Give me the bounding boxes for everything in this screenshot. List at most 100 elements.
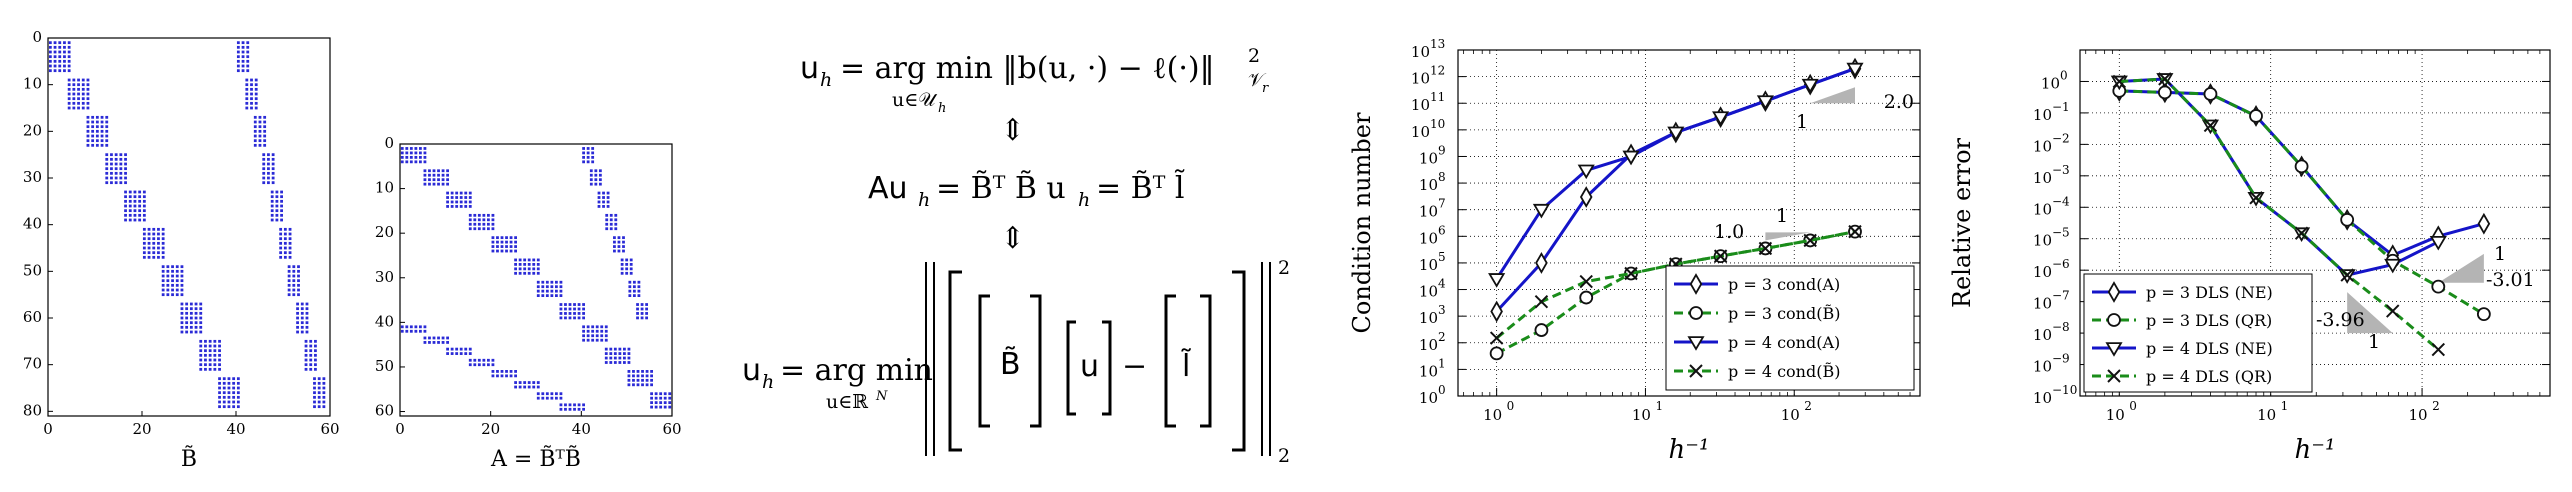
y-tick-exponent: 5 <box>1438 250 1446 264</box>
marker-triangle <box>2105 342 2123 357</box>
arrow-1: ⇕ <box>1000 113 1025 148</box>
spy-caption: A = B̃ᵀB̃ <box>490 446 581 472</box>
spy-y-tick-label: 0 <box>384 134 394 152</box>
y-tick-label: 10 <box>2033 200 2052 218</box>
y-tick-label: 10 <box>1419 309 1438 327</box>
legend-item-2: p = 3 cond(B̃) <box>1674 304 1840 323</box>
eq1-sub-r: r <box>1262 81 1269 96</box>
eq1-sub: 𝒱 <box>1248 69 1267 91</box>
marker-x <box>1624 266 1638 281</box>
marker-triangle <box>1488 273 1506 288</box>
marker-x <box>2107 369 2121 383</box>
eq3-under: u∈ℝ <box>826 391 868 413</box>
eq3-op: = arg min <box>780 353 933 388</box>
y-tick-exponent: 3 <box>1438 303 1446 317</box>
eq2-rhs: = B̃ᵀ B̃ u <box>936 171 1066 206</box>
eq3-lhs: u <box>742 353 761 388</box>
marker-circle <box>2294 159 2309 174</box>
spy-x-tick-label: 0 <box>43 420 53 438</box>
equation-least-squares: u h = arg min u∈ℝ N B̃ u − l̃ <box>742 257 1290 467</box>
marker-triangle <box>1667 126 1685 142</box>
marker-circle <box>2431 279 2446 294</box>
legend-item-1: p = 3 cond(A) <box>1674 273 1840 295</box>
y-tick-exponent: 12 <box>1430 64 1445 78</box>
x-axis-label: h⁻¹ <box>1669 435 1710 465</box>
series-line <box>2119 77 2440 351</box>
relative-error-chart: 10 0 10 1 10 2 10 −10 10 −9 10 −8 10 −7 10 −6 10 −5 10 −4 10… <box>1940 0 2572 488</box>
slope-annotation: 1 <box>2368 331 2380 353</box>
eq2-lhs-sub: h <box>918 189 930 211</box>
legend-label: p = 4 DLS (NE) <box>2146 339 2273 358</box>
spy-y-tick-label: 30 <box>375 268 394 286</box>
y-tick-label: 10 <box>1419 362 1438 380</box>
series-4 <box>1489 224 1862 345</box>
series-4 <box>2112 72 2446 357</box>
y-tick-label: 10 <box>1419 149 1438 167</box>
y-tick-exponent: 13 <box>1430 37 1445 51</box>
x-tick-label: 10 <box>1483 406 1502 424</box>
legend-label: p = 4 cond(B̃) <box>1728 362 1840 381</box>
y-tick-label: 10 <box>1419 256 1438 274</box>
marker-x <box>2158 72 2172 86</box>
y-tick-label: 10 <box>2033 106 2052 124</box>
y-tick-exponent: 6 <box>1438 223 1446 237</box>
y-tick-label: 10 <box>2041 74 2060 92</box>
y-tick-exponent: −2 <box>2052 131 2070 145</box>
y-tick-label: 10 <box>1419 229 1438 247</box>
marker-diamond <box>2107 281 2121 303</box>
marker-triangle <box>2384 258 2402 274</box>
marker-x <box>1848 224 1862 239</box>
y-tick-label: 10 <box>1411 96 1430 114</box>
y-tick-exponent: 9 <box>1438 143 1446 157</box>
spy-caption: B̃ <box>181 446 197 472</box>
y-tick-label: 10 <box>2033 137 2052 155</box>
marker-x <box>1579 274 1593 289</box>
minus-sign: − <box>1122 349 1147 384</box>
marker-x <box>2112 74 2127 89</box>
spy-y-tick-label: 50 <box>23 261 42 279</box>
legend-item-1: p = 3 DLS (NE) <box>2092 281 2273 303</box>
marker-triangle <box>1577 164 1595 180</box>
marker-x <box>1489 331 1504 345</box>
slope-annotation: -3.96 <box>2316 309 2365 331</box>
marker-x <box>1689 364 1703 378</box>
y-tick-exponent: 8 <box>1438 170 1446 184</box>
spy-x-tick-label: 60 <box>320 420 339 438</box>
marker-x <box>1534 294 1549 309</box>
spy-y-tick-label: 10 <box>375 179 394 197</box>
eq2-rhs-sub: h <box>1078 189 1090 211</box>
x-tick-label: 10 <box>1781 406 1800 424</box>
y-axis-label: Relative error <box>1948 137 1976 308</box>
y-tick-exponent: 2 <box>1438 330 1446 344</box>
y-tick-exponent: 7 <box>1438 197 1446 211</box>
y-tick-label: 10 <box>2033 263 2052 281</box>
spy-y-tick-label: 40 <box>23 215 42 233</box>
eq3-lhs-sub: h <box>762 371 774 393</box>
spy-y-tick-label: 50 <box>375 357 394 375</box>
vector-u: u <box>1080 349 1099 384</box>
y-tick-exponent: −7 <box>2052 289 2070 303</box>
spy-frame <box>47 37 331 417</box>
marker-circle <box>1489 346 1504 361</box>
eq1-lhs: u <box>800 51 819 86</box>
spy-y-tick-label: 10 <box>23 75 42 93</box>
y-tick-exponent: −8 <box>2052 320 2070 334</box>
legend-item-4: p = 4 cond(B̃) <box>1674 362 1840 381</box>
x-tick-exponent: 2 <box>2432 399 2440 413</box>
marker-x <box>2386 304 2400 318</box>
marker-x <box>2203 118 2218 133</box>
marker-x <box>2294 226 2309 240</box>
marker-circle <box>1689 306 1703 320</box>
eq1-under: u∈𝒰 <box>892 89 938 111</box>
marker-triangle <box>2429 235 2447 251</box>
y-tick-exponent: −5 <box>2052 226 2070 240</box>
legend-label: p = 3 DLS (NE) <box>2146 283 2273 302</box>
eq2-lhs: Au <box>868 171 908 206</box>
y-tick-label: 10 <box>2033 232 2052 250</box>
spy-y-tick-label: 20 <box>23 121 42 139</box>
eq1-sup: 2 <box>1248 45 1260 67</box>
slope-annotation: -3.01 <box>2486 269 2535 291</box>
legend-item-4: p = 4 DLS (QR) <box>2092 367 2272 386</box>
spy-plots-panel: 0 20 40 60 0 10 20 30 40 50 60 70 80 B̃ 0 20 40 60 0 10 20 30… <box>0 0 700 488</box>
